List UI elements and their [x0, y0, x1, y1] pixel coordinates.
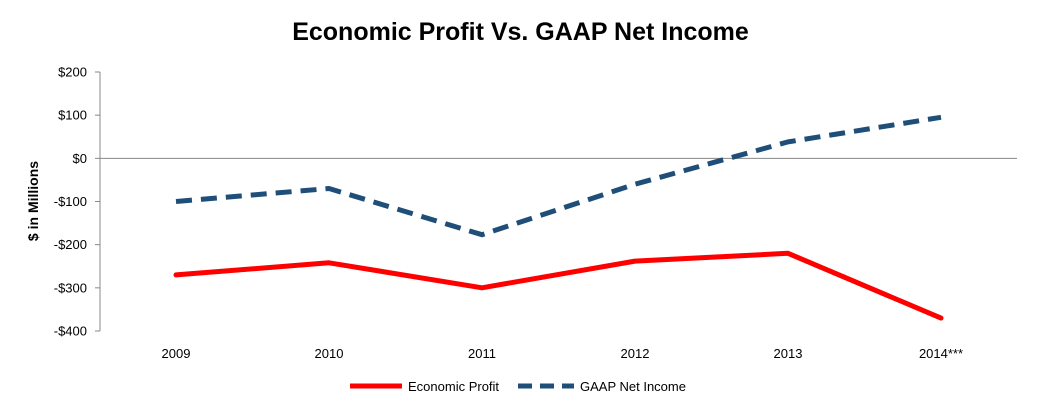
legend-label: GAAP Net Income [580, 379, 686, 394]
y-tick-label: -$200 [54, 237, 87, 252]
y-tick-label: $200 [58, 65, 87, 80]
x-tick-labels: 2009 2010 2011 2012 2013 2014*** [162, 346, 964, 361]
x-tick-label: 2010 [315, 346, 344, 361]
y-tick-label: $100 [58, 108, 87, 123]
y-tick-label: -$400 [54, 324, 87, 339]
legend: Economic Profit GAAP Net Income [350, 379, 686, 394]
legend-label: Economic Profit [408, 379, 499, 394]
series-line-economic-profit [173, 250, 944, 321]
y-tick-label: $0 [73, 151, 87, 166]
series-line-gaap-net-income [175, 114, 942, 238]
y-axis-label: $ in Millions [25, 161, 41, 241]
series-lines [173, 114, 944, 321]
y-tick-label: -$100 [54, 194, 87, 209]
y-tick-label: -$300 [54, 280, 87, 295]
x-tick-label: 2012 [621, 346, 650, 361]
x-tick-label: 2013 [774, 346, 803, 361]
x-tick-label: 2011 [468, 346, 496, 361]
x-tick-label: 2009 [162, 346, 191, 361]
x-tick-label: 2014*** [919, 346, 963, 361]
axes [95, 71, 1017, 332]
y-tick-labels: $200 $100 $0 -$100 -$200 -$300 -$400 [54, 65, 87, 339]
chart-title: Economic Profit Vs. GAAP Net Income [292, 18, 749, 46]
